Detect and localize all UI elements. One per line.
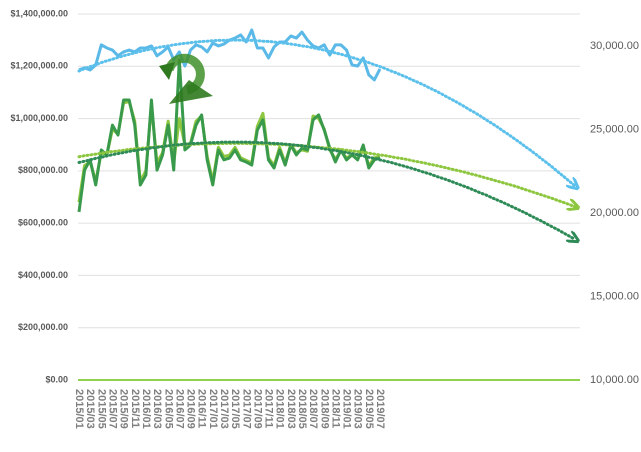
trend-line: [77, 140, 575, 239]
x-tick-label: 2017/07: [240, 389, 252, 429]
x-tick-label: 2019/01: [341, 389, 353, 429]
x-tick-label: 2015/09: [118, 389, 130, 429]
y-tick-label: $1,000,000.00: [10, 113, 68, 123]
x-tick-label: 2016/05: [162, 389, 174, 429]
x-tick-label: 2016/03: [151, 389, 163, 429]
y-tick-label: $1,400,000.00: [10, 8, 68, 18]
y2-tick-label: 25,000.00: [590, 123, 639, 135]
x-tick-label: 2016/07: [173, 389, 185, 429]
x-tick-label: 2015/01: [73, 389, 85, 429]
y-tick-label: $1,200,000.00: [10, 61, 68, 71]
x-tick-label: 2018/07: [307, 389, 319, 429]
y-tick-label: $400,000.00: [18, 270, 68, 280]
x-tick-label: 2017/03: [218, 389, 230, 429]
x-tick-label: 2019/05: [363, 389, 375, 429]
x-tick-label: 2017/05: [229, 389, 241, 429]
x-tick-label: 2015/03: [84, 389, 96, 429]
x-tick-label: 2017/09: [251, 389, 263, 429]
y-tick-label: $800,000.00: [18, 165, 68, 175]
x-tick-label: 2019/07: [374, 389, 386, 429]
x-tick-label: 2018/11: [329, 389, 341, 428]
x-tick-label: 2018/01: [274, 389, 286, 429]
x-tick-label: 2016/01: [140, 389, 152, 429]
icon-arrow: [169, 80, 213, 104]
x-tick-label: 2015/11: [129, 389, 141, 428]
y-tick-label: $0.00: [45, 374, 68, 384]
y-tick-label: $200,000.00: [18, 322, 68, 332]
x-tick-label: 2015/07: [107, 389, 119, 429]
x-tick-label: 2018/09: [318, 389, 330, 429]
trend-line: [77, 38, 575, 186]
x-tick-label: 2017/11: [263, 389, 275, 428]
x-tick-label: 2018/05: [296, 389, 308, 429]
x-tick-label: 2017/01: [207, 389, 219, 429]
y2-tick-label: 30,000.00: [590, 40, 639, 52]
y2-tick-label: 15,000.00: [590, 290, 639, 302]
trend-line: [77, 141, 575, 206]
x-tick-label: 2019/03: [352, 389, 364, 429]
decorative-icon: [159, 53, 213, 104]
x-tick-label: 2016/09: [185, 389, 197, 429]
x-tick-label: 2015/05: [95, 389, 107, 429]
y2-tick-label: 10,000.00: [590, 374, 639, 386]
series-line: [77, 58, 381, 213]
y-tick-label: $600,000.00: [18, 218, 68, 228]
icon-arrow: [159, 62, 175, 80]
x-tick-label: 2018/03: [285, 389, 297, 429]
y2-tick-label: 20,000.00: [590, 207, 639, 219]
x-tick-label: 2016/11: [196, 389, 208, 428]
